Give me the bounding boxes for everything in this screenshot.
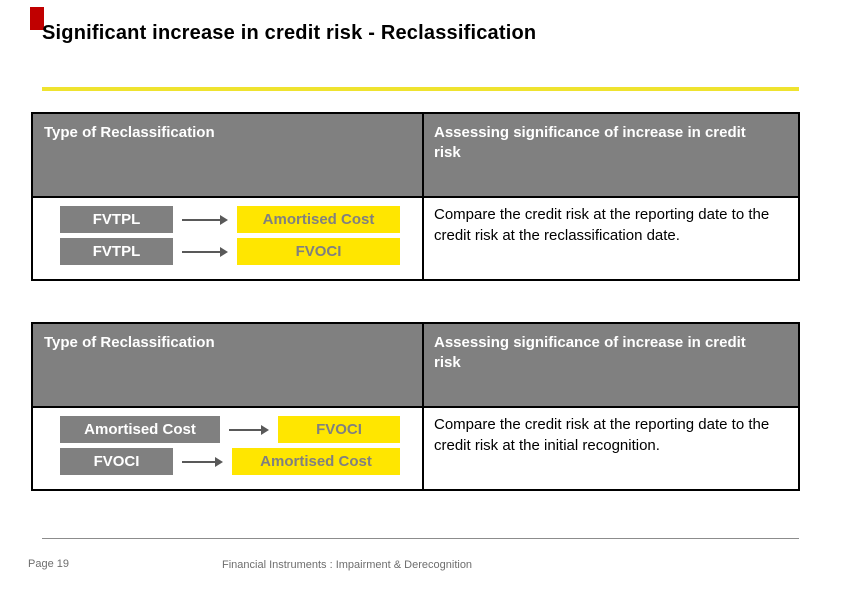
table-1-header-assessing: Assessing significance of increase in cr… (424, 114, 798, 196)
arrow-right-icon (182, 456, 223, 467)
flow-row: FVTPL Amortised Cost (60, 206, 400, 233)
table-1-body-row: FVTPL Amortised Cost FVTPL FVOCI Compare… (33, 198, 798, 279)
arrow-right-icon (182, 214, 228, 225)
to-box: Amortised Cost (232, 448, 400, 475)
table-2-header-row: Type of Reclassification Assessing signi… (33, 324, 798, 408)
from-box: FVTPL (60, 206, 173, 233)
from-box: FVTPL (60, 238, 173, 265)
table-2-header-assessing: Assessing significance of increase in cr… (424, 324, 798, 406)
arrow-right-icon (182, 246, 228, 257)
to-box: FVOCI (237, 238, 400, 265)
table-1-header-row: Type of Reclassification Assessing signi… (33, 114, 798, 198)
flow-row: FVOCI Amortised Cost (60, 448, 400, 475)
arrow-right-icon (229, 424, 269, 435)
to-box: FVOCI (278, 416, 400, 443)
assessment-text: Compare the credit risk at the reporting… (434, 416, 770, 454)
reclassification-table-1: Type of Reclassification Assessing signi… (31, 112, 800, 281)
page-title: Significant increase in credit risk - Re… (42, 22, 537, 44)
footer-doc-title: Financial Instruments : Impairment & Der… (222, 559, 473, 571)
table-2-flow-cell: Amortised Cost FVOCI FVOCI Amortised Cos… (33, 408, 424, 489)
table-2-header-type: Type of Reclassification (33, 324, 424, 406)
flow-row: Amortised Cost FVOCI (60, 416, 400, 443)
red-corner-accent (30, 7, 44, 30)
flow-row: FVTPL FVOCI (60, 238, 400, 265)
table-1-flow-cell: FVTPL Amortised Cost FVTPL FVOCI (33, 198, 424, 279)
table-1-header-type: Type of Reclassification (33, 114, 424, 196)
reclassification-table-2: Type of Reclassification Assessing signi… (31, 322, 800, 491)
title-underline-rule (42, 87, 799, 91)
footer-divider (42, 538, 799, 539)
page-number: Page 19 (28, 558, 69, 570)
table-2-body-row: Amortised Cost FVOCI FVOCI Amortised Cos… (33, 408, 798, 489)
from-box: Amortised Cost (60, 416, 220, 443)
to-box: Amortised Cost (237, 206, 400, 233)
from-box: FVOCI (60, 448, 173, 475)
assessment-text: Compare the credit risk at the reporting… (434, 206, 770, 244)
